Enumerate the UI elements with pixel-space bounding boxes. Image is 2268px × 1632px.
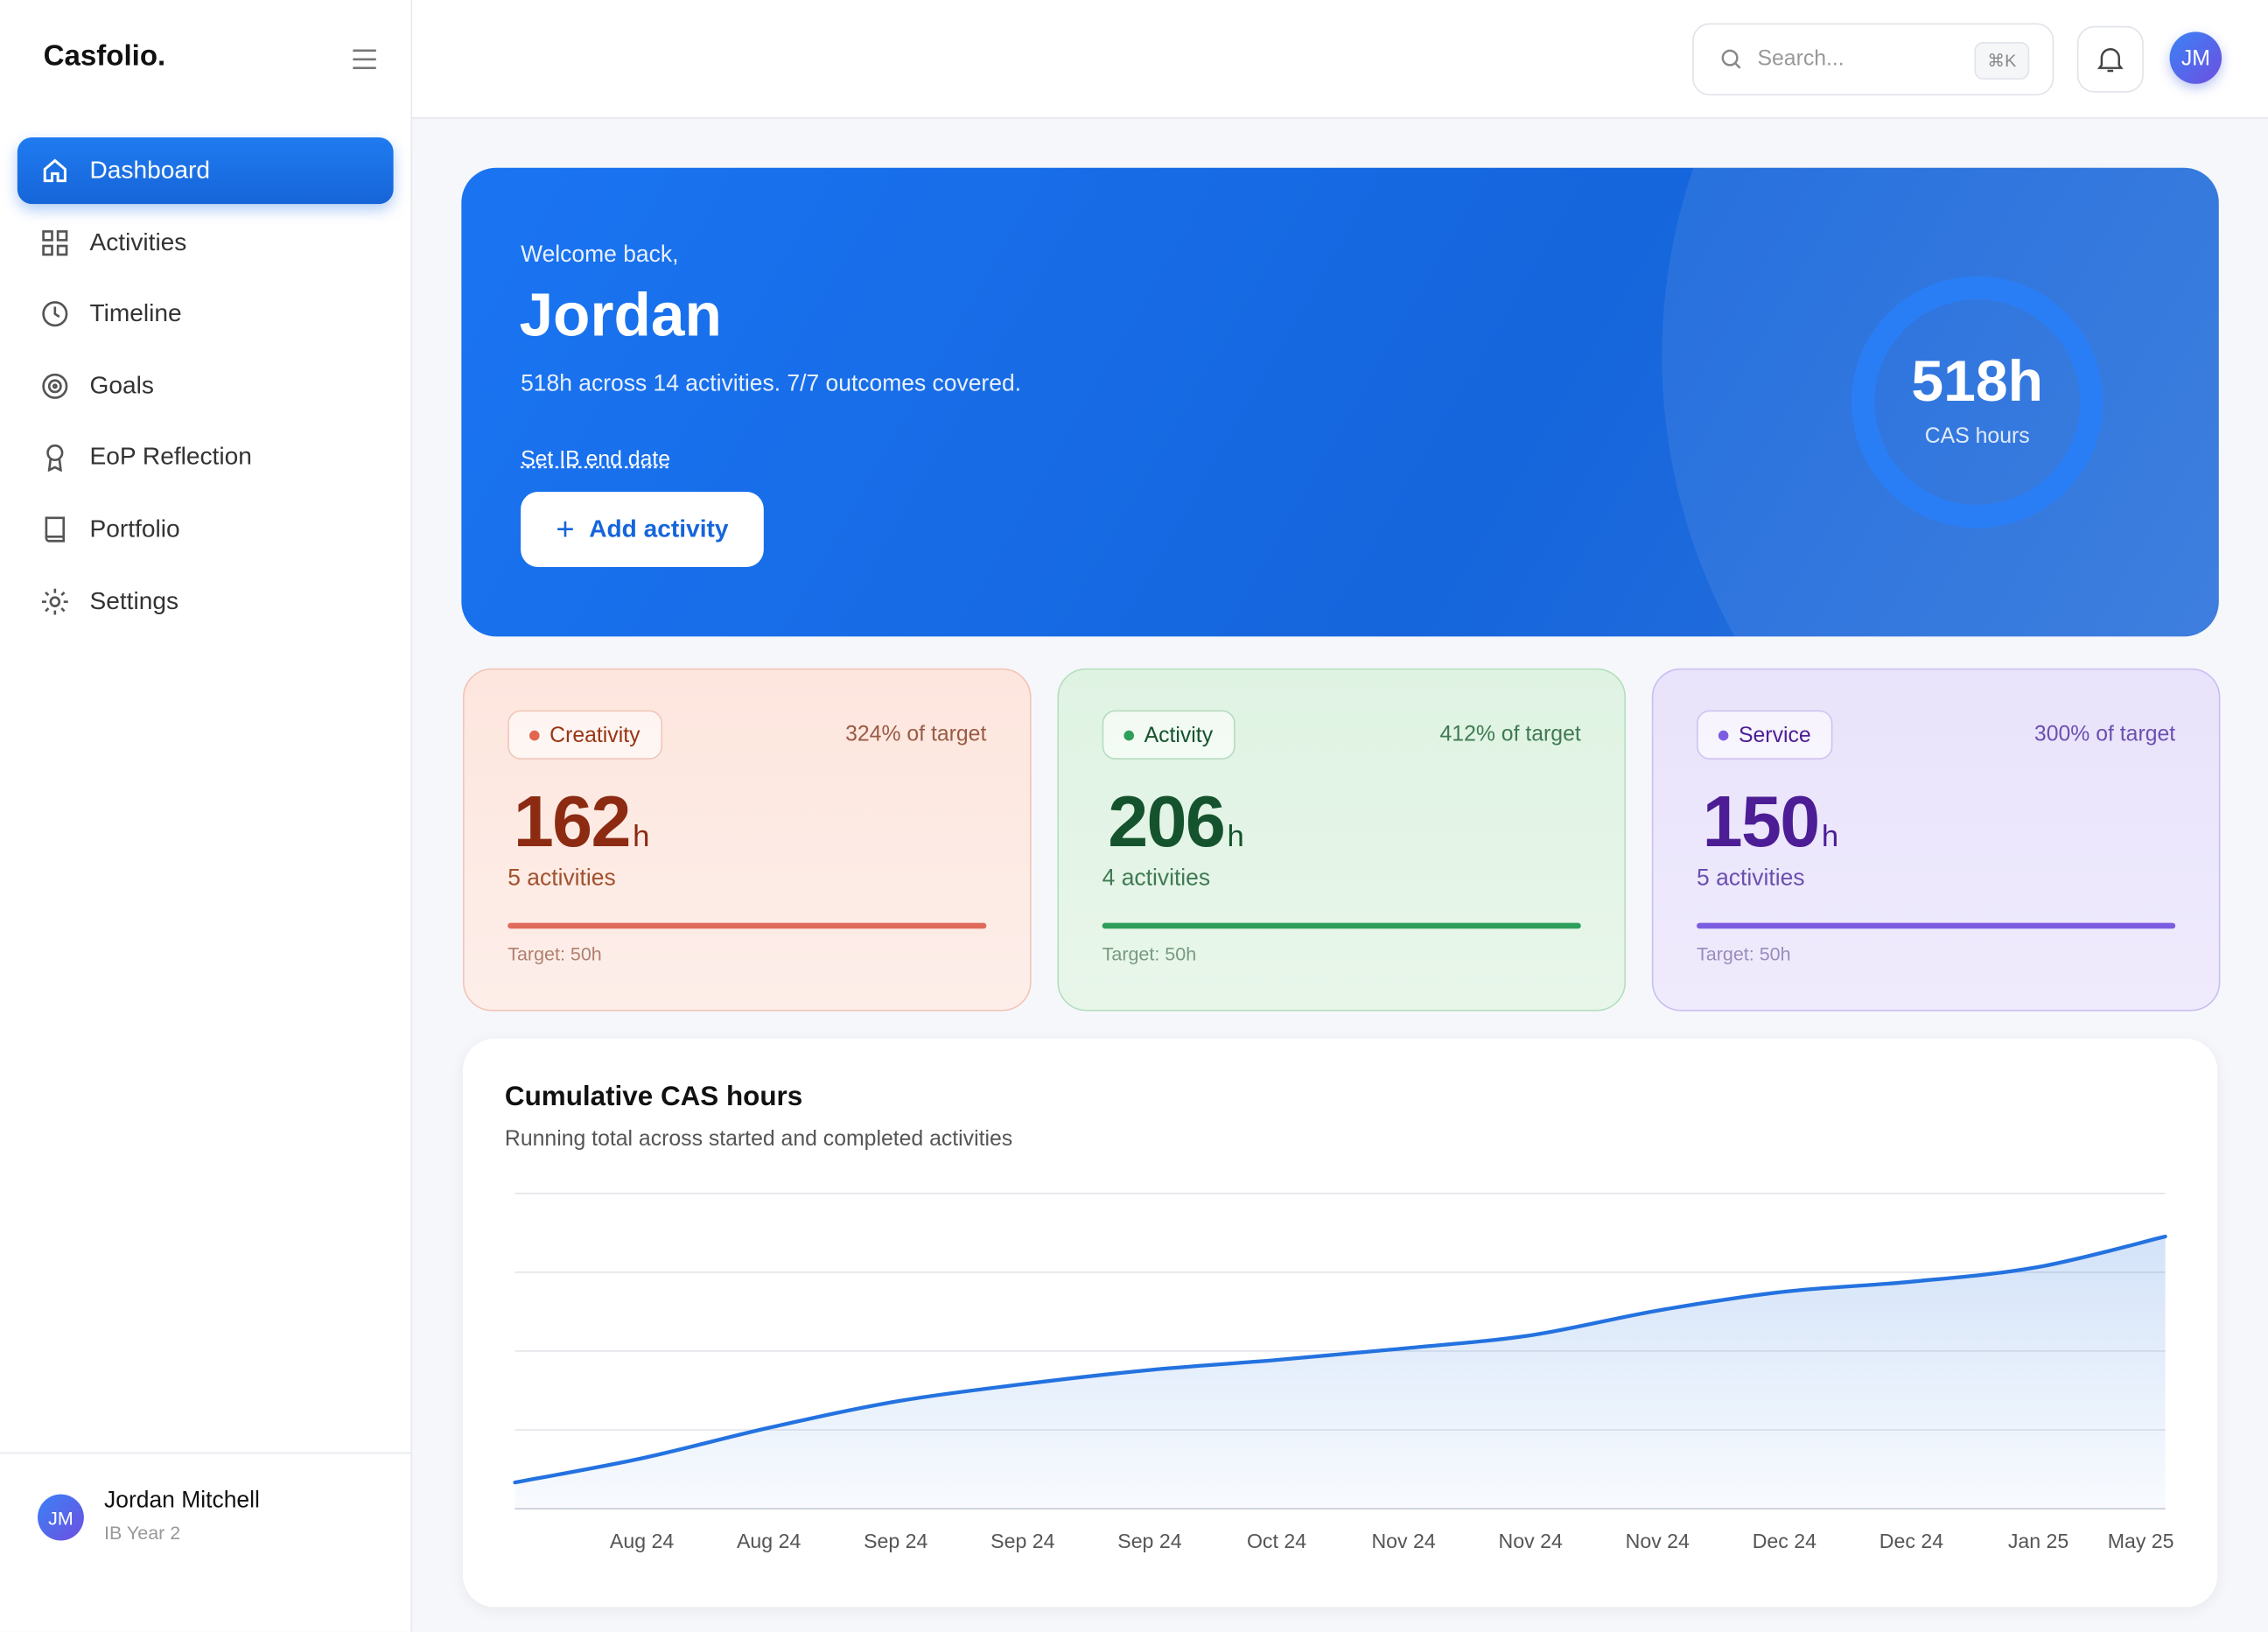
user-year: IB Year 2 <box>104 1522 181 1544</box>
nav-label: Portfolio <box>89 515 180 543</box>
chart-subtitle: Running total across started and complet… <box>504 1126 1013 1152</box>
hours-ring <box>1851 276 2104 529</box>
end-date-link[interactable]: Set IB end date <box>521 446 671 472</box>
x-tick-label: Nov 24 <box>1371 1530 1435 1552</box>
x-tick-label: Nov 24 <box>1499 1530 1563 1552</box>
hours-value: 206 <box>1108 781 1226 863</box>
x-tick-label: Sep 24 <box>1117 1530 1181 1552</box>
search-box[interactable]: Search... ⌘K <box>1692 23 2054 96</box>
x-tick-label: Aug 24 <box>610 1530 674 1552</box>
progress-bar <box>1102 922 1581 929</box>
hero-summary: 518h across 14 activities. 7/7 outcomes … <box>521 371 1022 396</box>
nav-item[interactable]: Portfolio <box>18 496 394 563</box>
creativity-card[interactable]: Creativity 324% of target 162 h 5 activit… <box>462 668 1032 1012</box>
activities: 4 activities <box>1102 866 1211 892</box>
x-tick-label: Jan 25 <box>2008 1530 2068 1552</box>
chart-title: Cumulative CAS hours <box>504 1082 803 1113</box>
percent: 300% of target <box>2034 721 2176 746</box>
sidebar: Casfolio. Dashboard Activities Timeline … <box>0 0 413 1632</box>
shortcut: ⌘K <box>1974 41 2030 80</box>
nav-item[interactable]: Timeline <box>18 281 394 347</box>
nav-label: Dashboard <box>89 156 210 184</box>
hours: 162 h <box>514 780 650 864</box>
button-label: Add activity <box>589 515 729 543</box>
nav-item[interactable]: Settings <box>18 569 394 635</box>
tag: Creativity <box>508 710 662 760</box>
hours-value: 162 <box>513 781 632 863</box>
x-tick-label: Nov 24 <box>1626 1530 1690 1552</box>
ring-value: 518h <box>1911 350 2044 414</box>
activities: 5 activities <box>1697 866 1805 892</box>
x-tick-label: Dec 24 <box>1753 1530 1816 1552</box>
chart-card: Cumulative CAS hours Running total acros… <box>462 1038 2218 1607</box>
unit: h <box>633 820 650 854</box>
greeting: Welcome back, <box>521 242 679 268</box>
nav-item[interactable]: EoP Reflection <box>18 424 394 490</box>
hours: 206 h <box>1108 780 1244 864</box>
unit: h <box>1227 820 1244 854</box>
x-tick-label: Aug 24 <box>737 1530 801 1552</box>
x-tick-label: Oct 24 <box>1247 1530 1306 1552</box>
brand[interactable]: Casfolio. <box>43 40 166 73</box>
notifications[interactable] <box>2076 25 2144 93</box>
search-placeholder: Search... <box>1757 46 1844 71</box>
header-avatar[interactable]: JM <box>2169 32 2222 84</box>
hours-value: 150 <box>1702 781 1821 863</box>
nav-item[interactable]: Activities <box>18 210 394 277</box>
x-tick-label: Dec 24 <box>1880 1530 1943 1552</box>
nav-label: EoP Reflection <box>89 442 252 471</box>
x-tick-label: Sep 24 <box>864 1530 928 1552</box>
nav-label: Timeline <box>89 299 182 327</box>
nav-item[interactable]: Goals <box>18 353 394 419</box>
nav-label: Activities <box>89 228 187 256</box>
hero-name: Jordan <box>519 280 722 349</box>
hero: Welcome back, Jordan 518h across 14 acti… <box>461 167 2219 637</box>
hours: 150 h <box>1703 780 1839 864</box>
search-icon <box>1721 49 1741 69</box>
nav-label: Goals <box>89 371 154 400</box>
ring-label: CAS hours <box>1924 424 2030 449</box>
user-avatar[interactable]: JM <box>37 1494 84 1541</box>
line <box>513 1234 2167 1485</box>
menu-icon[interactable] <box>352 48 378 71</box>
target: Target: 50h <box>508 942 602 965</box>
activities: 5 activities <box>508 866 616 892</box>
nav-item[interactable]: Dashboard <box>17 137 394 205</box>
unit: h <box>1821 820 1839 854</box>
activity-card[interactable]: Activity 412% of target 206 h 4 activitie… <box>1057 668 1627 1012</box>
percent: 412% of target <box>1439 721 1581 746</box>
target: Target: 50h <box>1697 942 1791 965</box>
x-tick-label: May 25 <box>2108 1530 2174 1552</box>
area <box>514 1236 2166 1509</box>
percent: 324% of target <box>845 721 987 746</box>
target: Target: 50h <box>1102 942 1197 965</box>
add-activity-button[interactable]: + Add activity <box>521 492 764 567</box>
tag-label: Creativity <box>550 722 640 747</box>
tag: Activity <box>1102 710 1235 760</box>
tag: Service <box>1697 710 1833 760</box>
nav-label: Settings <box>89 587 179 615</box>
service-card[interactable]: Service 300% of target 150 h 5 activities… <box>1651 668 2221 1012</box>
progress-bar <box>1697 922 2176 929</box>
x-tick-label: Sep 24 <box>990 1530 1054 1552</box>
tag-label: Service <box>1738 722 1811 747</box>
divider <box>0 1452 411 1454</box>
hero-decor <box>1662 167 2219 637</box>
user-name: Jordan Mitchell <box>104 1488 260 1514</box>
progress-bar <box>508 922 987 929</box>
chart: Aug 24 Aug 24 Sep 24 Sep 24 Sep 24 Oct 24 Nov … <box>513 1192 2174 1552</box>
tag-label: Activity <box>1144 722 1214 747</box>
